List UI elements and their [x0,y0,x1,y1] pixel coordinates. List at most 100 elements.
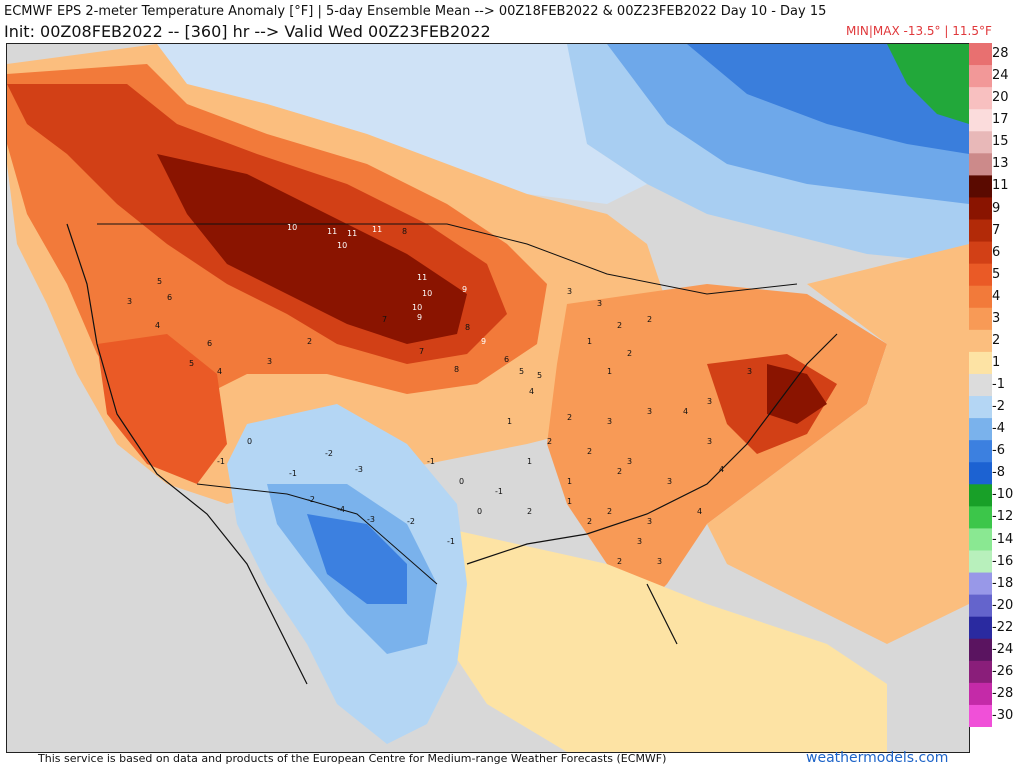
anomaly-value: 6 [167,293,172,302]
anomaly-value: 1 [607,367,612,376]
init-valid-line: Init: 00Z08FEB2022 -- [360] hr --> Valid… [4,22,491,41]
anomaly-value: 1 [567,497,572,506]
anomaly-value: 4 [719,465,724,474]
legend-swatch [969,175,992,198]
anomaly-value: 10 [412,303,422,312]
legend-swatch [969,396,992,419]
warm-atlantic-max [767,364,827,424]
anomaly-value: 9 [481,337,486,346]
anomaly-value: 5 [157,277,162,286]
legend-tick-label: 9 [992,200,1001,216]
anomaly-value: 3 [637,537,642,546]
map-title: ECMWF EPS 2-meter Temperature Anomaly [°… [4,4,827,19]
anomaly-value: -1 [289,469,297,478]
anomaly-value: 8 [402,227,407,236]
legend-tick-labels: 28 24 20 17 15 13 11 9 7 6 5 4 3 2 1 -1 -2 -4 -6 -8 -10 -12 -1… [992,43,1022,727]
anomaly-value: 0 [247,437,252,446]
legend-swatch [969,506,992,529]
legend-tick-label: 24 [992,68,1009,84]
anomaly-value: 3 [647,517,652,526]
legend-swatch [969,241,992,265]
atlantic-gulf-coastline [466,333,838,565]
legend-tick-label: -6 [992,443,1005,459]
anomaly-value: 7 [419,347,424,356]
legend-swatch [969,660,992,684]
anomaly-value: 3 [267,357,272,366]
anomaly-value: 8 [465,323,470,332]
anomaly-value: 10 [287,223,297,232]
legend-tick-label: 17 [992,112,1009,128]
anomaly-value: 10 [422,289,432,298]
anomaly-value: 4 [697,507,702,516]
legend-tick-label: -20 [992,597,1014,613]
anomaly-value: 2 [307,337,312,346]
anomaly-value: 3 [667,477,672,486]
cold-south-core [307,514,407,604]
legend-swatch [969,109,992,132]
anomaly-value: 9 [417,313,422,322]
legend-swatch [969,682,992,706]
anomaly-value: -3 [367,515,375,524]
anomaly-value: 3 [627,457,632,466]
anomaly-value: 9 [462,285,467,294]
legend-tick-label: 11 [992,178,1009,194]
legend-tick-label: -1 [992,377,1005,392]
anomaly-value: 2 [587,447,592,456]
anomaly-value: 2 [567,413,572,422]
legend-tick-label: -22 [992,619,1014,635]
legend-swatch [969,462,992,485]
legend-tick-label: 20 [992,90,1009,106]
legend-swatch [969,638,992,662]
anomaly-value: -1 [495,487,503,496]
legend-swatch [969,87,992,110]
legend-tick-label: 3 [992,310,1001,326]
legend-swatch [969,418,992,441]
anomaly-value: 3 [607,417,612,426]
legend-swatch [969,43,992,66]
legend-tick-label: -14 [992,531,1014,547]
warm-southwest [97,334,227,484]
anomaly-value: 1 [587,337,592,346]
anomaly-value: -1 [447,537,455,546]
anomaly-value: 4 [217,367,222,376]
legend-swatch [969,351,992,375]
warm-gulf [427,524,887,752]
cold-region-green [887,44,969,124]
anomaly-value: 2 [627,349,632,358]
anomaly-value: 4 [683,407,688,416]
florida-coast [646,583,678,645]
anomaly-value: 2 [527,507,532,516]
anomaly-value: -3 [355,465,363,474]
anomaly-map: 10 11 11 11 8 10 11 10 9 10 7 9 8 9 7 8 6 5 5 4 5 6 4 3 6 5 4 3 2 3 3 2… [6,43,970,753]
legend-swatch [969,528,992,551]
anomaly-value: 3 [707,397,712,406]
anomaly-value: 0 [477,507,482,516]
anomaly-value: 3 [127,297,132,306]
legend-tick-label: 13 [992,156,1009,172]
legend-tick-label: 4 [992,288,1001,304]
legend-swatch [969,219,992,243]
pacific-coastline [66,223,308,685]
legend-swatch [969,285,992,309]
anomaly-value: 3 [707,437,712,446]
brand-link[interactable]: weathermodels.com [806,750,949,766]
min-max-readout: MIN|MAX -13.5° | 11.5°F [846,24,992,38]
anomaly-value: 3 [647,407,652,416]
anomaly-value: 2 [617,321,622,330]
anomaly-value: 11 [417,273,427,282]
anomaly-value: 0 [459,477,464,486]
anomaly-value: 10 [337,241,347,250]
anomaly-value: 1 [567,477,572,486]
ecmwf-disclaimer: This service is based on data and produc… [38,752,667,765]
us-canada-border [97,223,798,295]
legend-swatch [969,329,992,353]
legend-tick-label: -12 [992,509,1014,525]
legend-tick-label: 1 [992,354,1001,370]
anomaly-value: 1 [527,457,532,466]
legend-tick-label: -26 [992,663,1014,679]
legend-tick-label: 5 [992,266,1001,282]
legend-swatch [969,131,992,154]
legend-tick-label: 28 [992,46,1009,61]
anomaly-value: 1 [507,417,512,426]
